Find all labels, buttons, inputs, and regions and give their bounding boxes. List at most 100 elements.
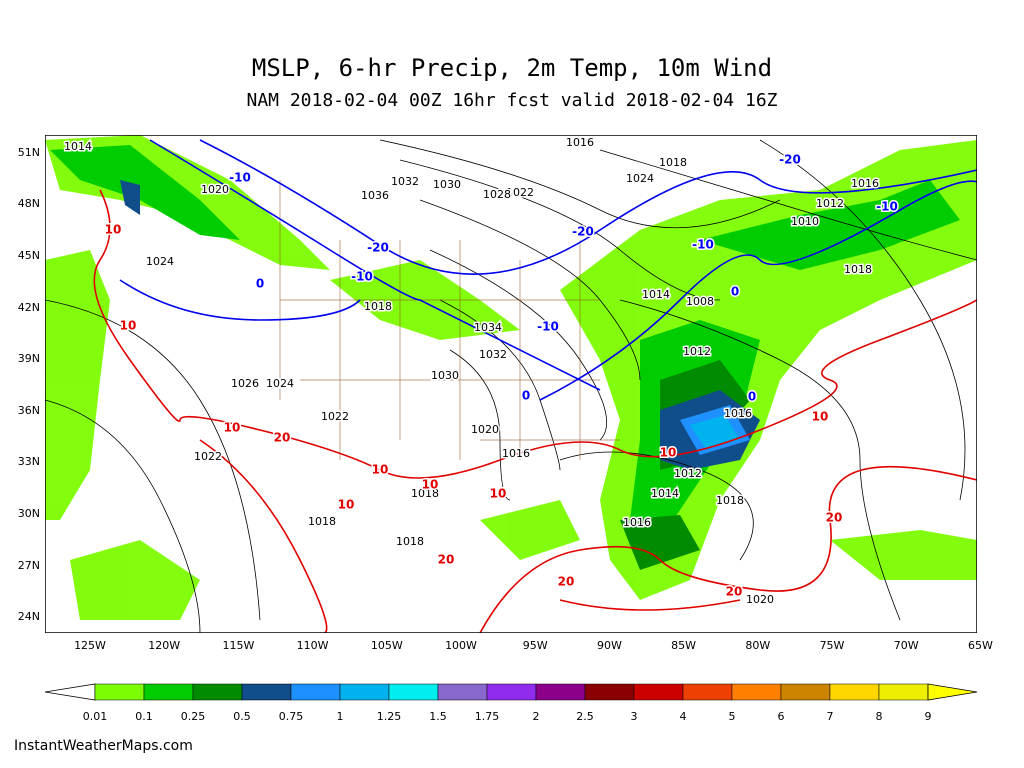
colorbar-box [486,683,537,701]
temp-label: 10 [490,487,507,501]
lon-label: 100W [445,639,477,652]
isobar-label: 1014 [64,140,92,153]
colorbar-box [780,683,831,701]
credit: InstantWeatherMaps.com [14,738,193,754]
isobar-label: 1008 [686,295,714,308]
colorbar-box [633,683,684,701]
lat-label: 30N [18,507,40,520]
lat-label: 48N [18,197,40,210]
lat-label: 42N [18,301,40,314]
colorbar-label: 5 [729,710,736,723]
lat-label: 39N [18,352,40,365]
temp-label: 0 [256,277,264,291]
isobar-label: 1024 [146,255,174,268]
temp-label: 10 [338,498,355,512]
isobar-label: 1020 [471,423,499,436]
isobar-label: 1014 [642,288,670,301]
lon-label: 90W [597,639,622,652]
isobar-label: 1030 [433,178,461,191]
temp-label: 20 [438,553,455,567]
isobar-label: 1016 [623,516,651,529]
temp-label: 10 [105,223,122,237]
isobar-label: 1016 [502,447,530,460]
colorbar-box [192,683,243,701]
lon-label: 70W [894,639,919,652]
colorbar-box [143,683,194,701]
colorbar-label: 0.1 [135,710,153,723]
isobar-label: 1028 [483,188,511,201]
temp-label: -20 [367,241,389,255]
temp-label: -10 [876,200,898,214]
colorbar-label: 0.75 [279,710,304,723]
temp-label: 10 [224,421,241,435]
colorbar-label: 7 [827,710,834,723]
colorbar-label: 0.01 [83,710,108,723]
temp-label: 10 [120,319,137,333]
colorbar-label: 6 [778,710,785,723]
isobar-label: 1018 [411,487,439,500]
temp-label: 20 [726,585,743,599]
isobar-label: 1012 [816,197,844,210]
temp-label: 0 [748,390,756,404]
temp-label: -20 [572,225,594,239]
lon-label: 85W [671,639,696,652]
colorbar-label: 1.75 [475,710,500,723]
isobar-label: 1024 [626,172,654,185]
colorbar-box [584,683,635,701]
isobar-label: 1018 [364,300,392,313]
temp-label: 0 [731,285,739,299]
temp-label: 20 [558,575,575,589]
isobar-label: 1018 [308,515,336,528]
lon-label: 65W [968,639,993,652]
colorbar-label: 0.5 [233,710,251,723]
colorbar-box [437,683,488,701]
isobar-label: 1018 [844,263,872,276]
colorbar-label: 8 [876,710,883,723]
lon-label: 80W [745,639,770,652]
isobar-label: 1034 [474,321,502,334]
colorbar-label: 1.25 [377,710,402,723]
temp-label: 20 [274,431,291,445]
colorbar-box [878,683,929,701]
isobar-label: 1022 [194,450,222,463]
isobar-label: 1026 [231,377,259,390]
isobar-label: 1024 [266,377,294,390]
colorbar-box [731,683,782,701]
colorbar-label: 3 [631,710,638,723]
isobar-label: 1022 [321,410,349,423]
lon-label: 75W [820,639,845,652]
lat-label: 24N [18,610,40,623]
subtitle: NAM 2018-02-04 00Z 16hr fcst valid 2018-… [246,90,777,111]
colorbar-box [290,683,341,701]
title: MSLP, 6-hr Precip, 2m Temp, 10m Wind [252,54,772,82]
temp-label: -20 [779,153,801,167]
isobar-label: 1012 [683,345,711,358]
colorbar-box [339,683,390,701]
colorbar-box [388,683,439,701]
temp-label: 0 [522,389,530,403]
temp-label: -10 [692,238,714,252]
colorbar-label: 9 [925,710,932,723]
lon-label: 115W [222,639,254,652]
colorbar-label: 4 [680,710,687,723]
colorbar-box [829,683,880,701]
isobar-label: 1030 [431,369,459,382]
colorbar-box [682,683,733,701]
isobar-label: 1018 [396,535,424,548]
lat-label: 36N [18,404,40,417]
lon-label: 110W [297,639,329,652]
lon-label: 125W [74,639,106,652]
isobar-label: 1010 [791,215,819,228]
lat-label: 45N [18,249,40,262]
colorbar-low [44,683,96,701]
lon-label: 105W [371,639,403,652]
lat-label: 33N [18,455,40,468]
lon-label: 95W [523,639,548,652]
isobar-label: 1016 [724,407,752,420]
colorbar-label: 1.5 [429,710,447,723]
colorbar-box [535,683,586,701]
isobar-label: 1018 [659,156,687,169]
lon-label: 120W [148,639,180,652]
isobar-label: 1020 [201,183,229,196]
